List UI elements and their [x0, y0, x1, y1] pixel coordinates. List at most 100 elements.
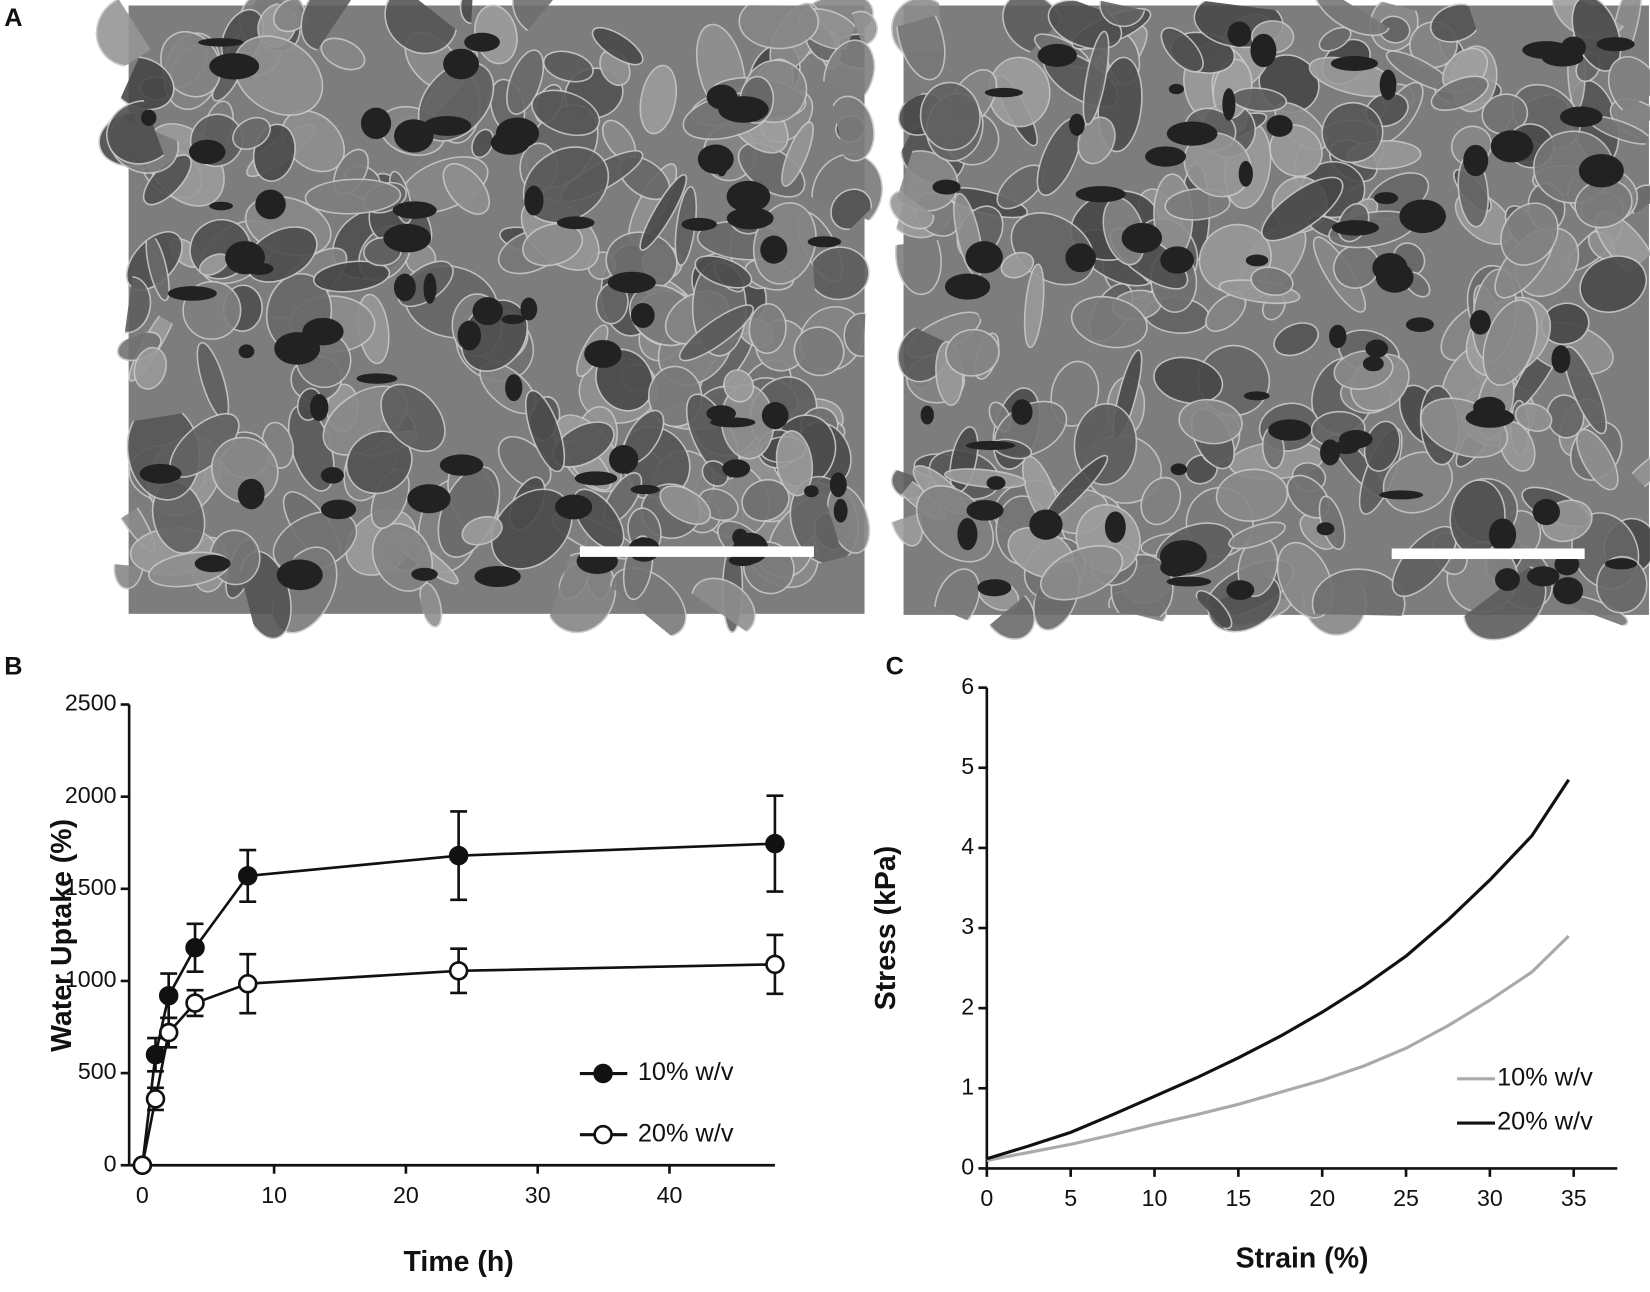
sem-cell	[461, 515, 503, 546]
sem-pore	[309, 394, 329, 422]
sem-pore	[209, 53, 260, 80]
marker	[158, 985, 179, 1006]
sem-cell	[471, 128, 494, 159]
marker	[145, 1089, 166, 1109]
sem-pore	[255, 189, 286, 220]
sem-pore	[1316, 522, 1335, 536]
sem-pore	[520, 297, 538, 321]
sem-pore	[356, 373, 398, 384]
sem-pore	[920, 405, 934, 425]
sem-pore	[274, 332, 321, 365]
sem-pore	[1374, 192, 1399, 205]
sem-cell	[1023, 263, 1045, 349]
sem-pore	[966, 440, 1016, 450]
sem-pore	[439, 454, 484, 476]
x-tick-label: 10	[1142, 1185, 1168, 1211]
sem-pore	[1578, 153, 1624, 188]
sem-pore	[505, 374, 523, 402]
sem-pore	[965, 241, 1003, 274]
sem-cell	[1250, 266, 1294, 296]
sem-cell	[701, 460, 729, 487]
sem-cell	[738, 2, 820, 50]
sem-cell	[1040, 545, 1124, 601]
sem-cell	[1228, 521, 1286, 550]
y-axis-title: Water Uptake (%)	[46, 819, 78, 1052]
x-tick-label: 30	[525, 1182, 551, 1208]
sem-pore	[1469, 309, 1491, 335]
sem-cell	[659, 485, 712, 525]
sem-cell	[232, 116, 271, 150]
sem-pore	[457, 320, 482, 351]
marker	[185, 938, 205, 958]
scale-bar	[579, 546, 814, 557]
sem-pore	[360, 107, 392, 140]
sem-cell	[1140, 476, 1182, 526]
sem-cell	[1261, 176, 1344, 242]
sem-pore	[932, 179, 961, 195]
sem-pore	[245, 262, 274, 275]
sem-cell	[694, 255, 753, 289]
sem-pore	[1604, 558, 1638, 570]
y-tick-label: 1000	[65, 966, 117, 992]
y-axis-title: Stress (kPa)	[870, 846, 902, 1010]
sem-cell	[1595, 555, 1648, 614]
sem-pore	[804, 485, 819, 498]
sem-cell	[1178, 398, 1243, 445]
x-tick-label: 20	[393, 1182, 419, 1208]
sem-pore	[1011, 399, 1033, 425]
sem-pore	[1168, 83, 1184, 95]
sem-cell	[945, 328, 1000, 377]
y-tick-label: 6	[961, 673, 974, 699]
sem-cell	[1430, 75, 1489, 111]
sem-pore	[829, 472, 847, 498]
sem-pore	[1551, 345, 1571, 374]
sem-pore	[1495, 568, 1520, 592]
y-tick-label: 1	[961, 1073, 974, 1099]
sem-pore	[1526, 566, 1560, 587]
sem-pore	[141, 109, 157, 126]
sem-pore	[474, 565, 521, 587]
sem-cell	[775, 430, 814, 497]
sem-pore	[1266, 114, 1293, 137]
sem-pore	[1069, 113, 1085, 136]
sem-cell	[1160, 27, 1204, 73]
sem-pore	[957, 518, 978, 551]
sem-pore	[966, 499, 1004, 521]
sem-cell	[531, 89, 601, 137]
sem-pore	[1554, 553, 1580, 576]
sem-pore	[320, 499, 357, 520]
legend-label: 20% w/v	[638, 1119, 734, 1147]
x-tick-label: 5	[1064, 1185, 1077, 1211]
sem-pore	[443, 48, 479, 80]
y-tick-label: 3	[961, 913, 974, 939]
sem-pore	[524, 185, 544, 216]
sem-pore	[726, 180, 771, 213]
y-tick-label: 0	[961, 1154, 974, 1180]
sem-pore	[1379, 490, 1424, 500]
sem-cell	[1070, 295, 1148, 349]
panel-label: C	[886, 652, 904, 680]
marker	[158, 1022, 179, 1043]
x-axis-title: Strain (%)	[1236, 1243, 1369, 1275]
marker	[765, 833, 785, 854]
sem-cell	[1482, 299, 1538, 386]
x-tick-label: 25	[1393, 1185, 1419, 1211]
sem-pore	[139, 463, 182, 484]
sem-pore	[833, 498, 848, 523]
sem-cell	[591, 26, 644, 66]
legend-marker	[593, 1063, 613, 1084]
sem-cell	[1099, 0, 1146, 28]
sem-pore	[407, 484, 451, 514]
sem-cell	[1318, 26, 1352, 52]
sem-cell	[233, 35, 324, 117]
marker	[132, 1155, 153, 1176]
sem-pore	[1532, 498, 1560, 526]
sem-pore	[732, 528, 749, 546]
sem-cell	[1563, 345, 1608, 435]
sem-pore	[1037, 43, 1077, 67]
sem-pore	[188, 139, 226, 165]
sem-pore	[501, 314, 525, 325]
marker	[765, 954, 785, 975]
